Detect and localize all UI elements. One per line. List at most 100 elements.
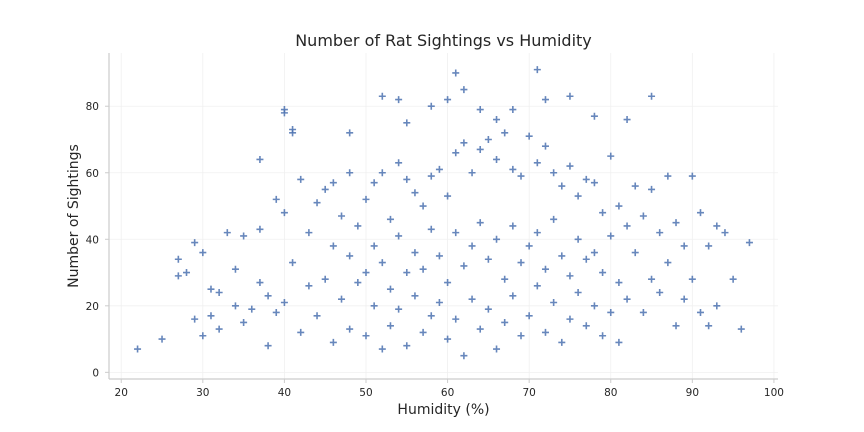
data-point: [541, 142, 549, 150]
data-point: [713, 302, 721, 310]
x-tick-label: 20: [115, 387, 128, 399]
data-point: [272, 195, 280, 203]
data-point: [680, 242, 688, 250]
x-tick-label: 70: [522, 387, 535, 399]
data-point: [566, 315, 574, 323]
data-point: [256, 155, 264, 163]
data-point: [590, 302, 598, 310]
data-point: [533, 282, 541, 290]
data-point: [403, 342, 411, 350]
data-point: [468, 169, 476, 177]
data-point: [590, 112, 598, 120]
data-point: [509, 292, 517, 300]
data-point: [411, 189, 419, 197]
data-point: [582, 255, 590, 263]
data-point: [346, 252, 354, 260]
data-point: [452, 149, 460, 157]
data-point: [207, 312, 215, 320]
data-point: [501, 318, 509, 326]
data-point: [509, 165, 517, 173]
data-point: [729, 275, 737, 283]
data-point: [134, 345, 142, 353]
data-point: [533, 229, 541, 237]
data-point: [370, 242, 378, 250]
data-point: [280, 209, 288, 217]
data-point: [338, 212, 346, 220]
data-point: [460, 262, 468, 270]
data-point: [623, 116, 631, 124]
data-point: [664, 259, 672, 267]
data-point: [672, 322, 680, 330]
data-point: [501, 275, 509, 283]
x-tick-label: 60: [441, 387, 454, 399]
data-point: [745, 239, 753, 247]
data-point: [395, 159, 403, 167]
data-point: [639, 308, 647, 316]
data-point: [688, 172, 696, 180]
data-point: [386, 285, 394, 293]
data-point: [419, 328, 427, 336]
data-point: [240, 232, 248, 240]
data-point: [240, 318, 248, 326]
data-point: [411, 292, 419, 300]
data-point: [452, 315, 460, 323]
data-point: [607, 152, 615, 160]
data-point: [264, 342, 272, 350]
data-point: [493, 155, 501, 163]
data-point: [680, 295, 688, 303]
data-point: [207, 285, 215, 293]
data-point: [468, 295, 476, 303]
data-point: [395, 232, 403, 240]
data-point: [541, 265, 549, 273]
data-point: [696, 308, 704, 316]
data-point: [329, 338, 337, 346]
data-point: [558, 252, 566, 260]
data-point: [419, 202, 427, 210]
x-tick-label: 40: [278, 387, 291, 399]
data-point: [639, 212, 647, 220]
data-point: [403, 269, 411, 277]
data-point: [378, 169, 386, 177]
data-point: [305, 229, 313, 237]
data-point: [338, 295, 346, 303]
data-point: [468, 242, 476, 250]
y-tick-label: 60: [86, 168, 99, 180]
data-point: [183, 269, 191, 277]
data-point: [493, 116, 501, 124]
data-point: [623, 295, 631, 303]
data-point: [525, 132, 533, 140]
data-point: [264, 292, 272, 300]
data-point: [329, 179, 337, 187]
data-point: [476, 145, 484, 153]
data-point: [191, 239, 199, 247]
data-point: [517, 332, 525, 340]
data-point: [378, 92, 386, 100]
data-point: [623, 222, 631, 230]
data-point: [215, 325, 223, 333]
data-point: [550, 215, 558, 223]
data-point: [599, 332, 607, 340]
data-point: [533, 66, 541, 74]
x-axis-label: Humidity (%): [397, 402, 489, 418]
data-point: [378, 345, 386, 353]
data-point: [501, 129, 509, 137]
x-tick-label: 30: [196, 387, 209, 399]
data-point: [378, 259, 386, 267]
data-point: [289, 129, 297, 137]
data-point: [395, 96, 403, 104]
data-point: [509, 106, 517, 114]
data-point: [370, 302, 378, 310]
data-point: [305, 282, 313, 290]
data-point: [427, 312, 435, 320]
data-point: [256, 279, 264, 287]
data-point: [574, 289, 582, 297]
data-point: [329, 242, 337, 250]
grid: [109, 53, 778, 379]
data-point: [648, 92, 656, 100]
data-point: [411, 249, 419, 257]
data-point: [444, 192, 452, 200]
data-point: [574, 235, 582, 243]
data-point: [631, 182, 639, 190]
axes: [108, 53, 778, 380]
data-point: [346, 325, 354, 333]
